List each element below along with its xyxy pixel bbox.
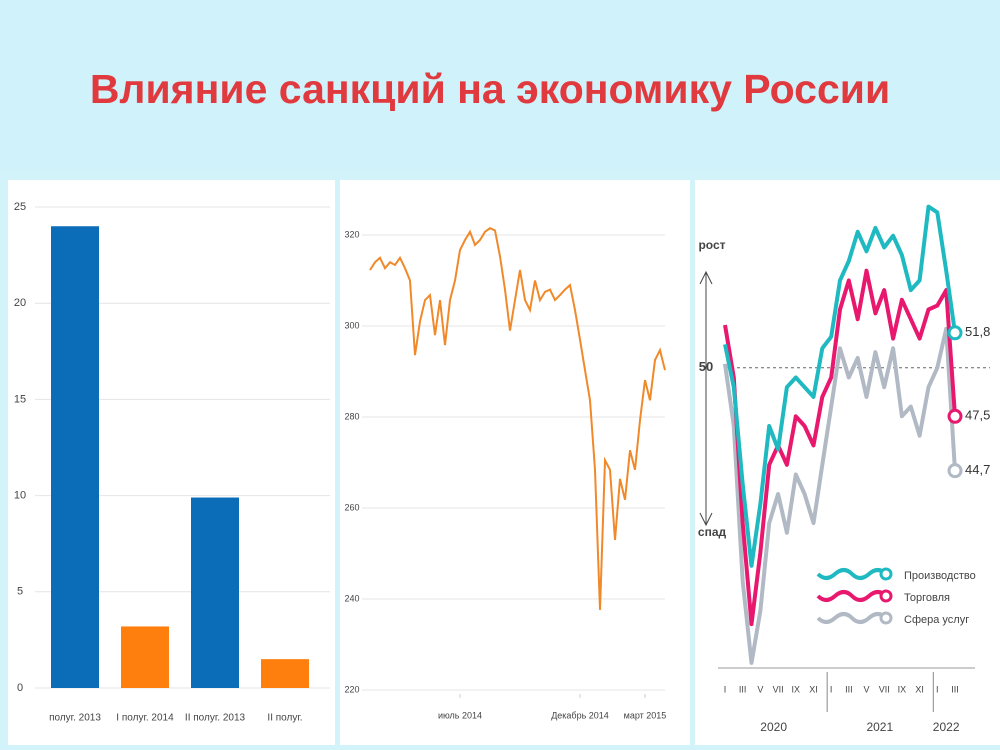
y-tick-label: 260 bbox=[344, 502, 359, 512]
x-tick-label: I bbox=[724, 684, 727, 694]
x-tick-label: июль 2014 bbox=[438, 710, 482, 720]
value-label: 44,7 bbox=[965, 462, 990, 477]
value-label: 47,5 bbox=[965, 408, 990, 423]
x-tick-label: III bbox=[845, 684, 853, 694]
legend-swatch bbox=[816, 568, 888, 580]
panel bbox=[340, 180, 690, 745]
legend-marker bbox=[879, 611, 893, 625]
legend-marker bbox=[879, 567, 893, 581]
y-tick-label: 10 bbox=[14, 490, 26, 502]
x-tick-label: Декабрь 2014 bbox=[551, 710, 609, 720]
legend-swatch bbox=[816, 612, 888, 624]
x-tick-label: I полуг. 2014 bbox=[116, 713, 174, 724]
year-label: 2022 bbox=[933, 720, 960, 734]
x-tick-label: V bbox=[757, 684, 763, 694]
x-tick-label: VII bbox=[773, 684, 784, 694]
y-tick-label: 0 bbox=[17, 682, 23, 694]
bar bbox=[121, 626, 169, 688]
header-band bbox=[0, 0, 1000, 170]
y-tick-label: 320 bbox=[344, 229, 359, 239]
y-tick-label: 15 bbox=[14, 393, 26, 405]
legend-label: Сфера услуг bbox=[904, 614, 969, 626]
page-title: Влияние санкций на экономику России bbox=[90, 66, 890, 112]
x-tick-label: I bbox=[936, 684, 939, 694]
y-tick-label: 240 bbox=[344, 593, 359, 603]
x-tick-label: I bbox=[830, 684, 833, 694]
series-line bbox=[723, 268, 957, 627]
panel bbox=[695, 180, 1000, 745]
y-tick-label: 300 bbox=[344, 320, 359, 330]
series-line bbox=[369, 227, 666, 610]
y-tick-label: 220 bbox=[344, 684, 359, 694]
bar bbox=[51, 226, 99, 689]
annotation: спад bbox=[698, 525, 727, 539]
y-tick-label: 25 bbox=[14, 201, 26, 213]
x-tick-label: V bbox=[864, 684, 870, 694]
x-tick-label: IX bbox=[792, 684, 801, 694]
x-tick-label: III bbox=[951, 684, 959, 694]
arrow-heads bbox=[699, 270, 713, 527]
x-tick-label: II полуг. bbox=[267, 713, 302, 724]
x-tick-label: XI bbox=[809, 684, 818, 694]
end-marker bbox=[947, 325, 963, 341]
legend-label: Производство bbox=[904, 570, 976, 582]
x-tick-label: полуг. 2013 bbox=[49, 713, 101, 724]
x-tick-label: XI bbox=[915, 684, 924, 694]
x-tick-label: II полуг. 2013 bbox=[185, 713, 246, 724]
end-marker bbox=[947, 408, 963, 424]
x-tick-label: IX bbox=[898, 684, 907, 694]
y-tick-label: 50 bbox=[699, 359, 713, 374]
series-line bbox=[723, 204, 957, 568]
y-tick-label: 280 bbox=[344, 411, 359, 421]
bar bbox=[191, 497, 239, 688]
value-label: 51,8 bbox=[965, 324, 990, 339]
x-tick-label: VII bbox=[879, 684, 890, 694]
legend-swatch bbox=[816, 590, 888, 602]
y-tick-label: 20 bbox=[14, 297, 26, 309]
end-marker bbox=[947, 463, 963, 479]
y-tick-label: 5 bbox=[17, 586, 23, 598]
legend-marker bbox=[879, 589, 893, 603]
annotation: рост bbox=[698, 238, 725, 252]
legend-label: Торговля bbox=[904, 592, 950, 604]
series-line bbox=[723, 326, 957, 665]
x-tick-label: III bbox=[739, 684, 747, 694]
bar bbox=[261, 659, 309, 688]
year-label: 2021 bbox=[866, 720, 893, 734]
x-tick-label: март 2015 bbox=[624, 710, 667, 720]
year-label: 2020 bbox=[760, 720, 787, 734]
